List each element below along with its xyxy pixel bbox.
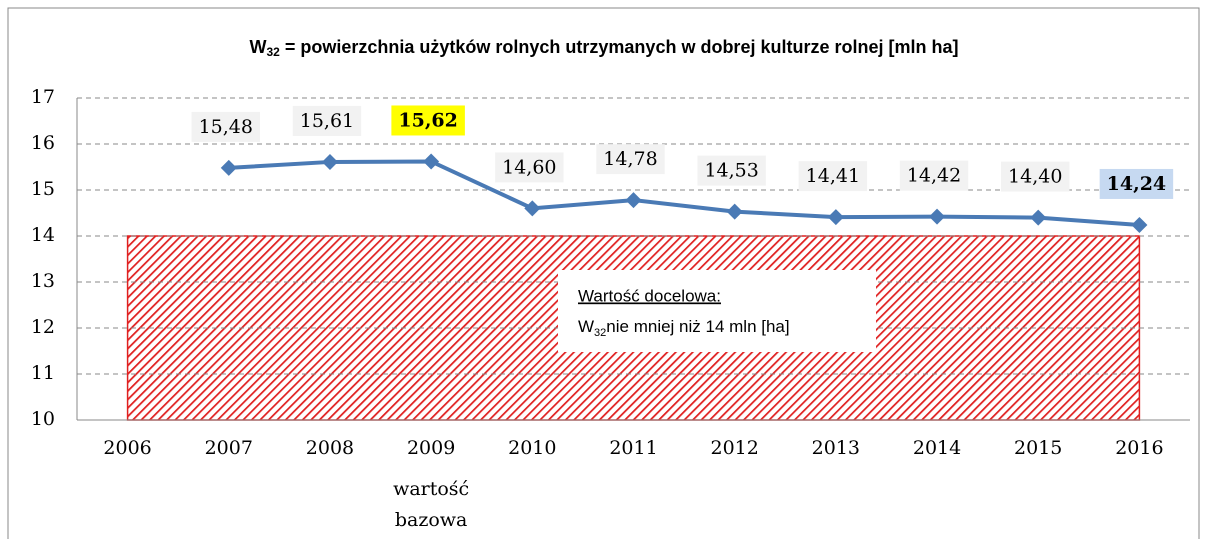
title-part: = powierzchnia użytków rolnych utrzymany…: [280, 37, 959, 57]
x-tick-label: 2011: [609, 437, 657, 459]
x-tick-label: 2016: [1115, 437, 1163, 459]
value-label: 14,53: [704, 160, 758, 182]
x-tick-label: 2007: [205, 437, 253, 459]
value-label-bg: [1099, 168, 1174, 199]
marker: [220, 159, 237, 176]
marker: [625, 192, 642, 209]
x-tick-label: 2012: [711, 437, 759, 459]
y-tick-label: 12: [31, 316, 55, 338]
annotation-sub: 32: [594, 327, 606, 339]
annotation-text: W32nie mniej niż 14 mln [ha]: [578, 317, 790, 338]
value-label-bg: [899, 160, 969, 191]
marker: [827, 209, 844, 226]
value-label-bg: [495, 152, 564, 183]
category-note: wartość: [393, 478, 469, 500]
value-label-bg: [1001, 161, 1070, 192]
y-tick-label: 15: [31, 178, 55, 200]
category-note: bazowa: [395, 509, 468, 531]
annotation-box: [558, 270, 876, 352]
x-tick-label: 2014: [913, 437, 961, 459]
marker: [321, 153, 338, 170]
marker: [1131, 216, 1148, 233]
x-tick-label: 2013: [812, 437, 860, 459]
title-part: W: [250, 37, 267, 57]
value-label: 14,78: [603, 148, 657, 170]
y-tick-label: 16: [31, 132, 55, 154]
title-sub: 32: [267, 45, 281, 59]
chart-title: W32 = powierzchnia użytków rolnych utrzy…: [250, 37, 959, 59]
x-tick-label: 2010: [508, 437, 556, 459]
value-label-bg: [798, 161, 868, 192]
value-label-bg: [191, 111, 260, 142]
value-label: 14,60: [502, 156, 556, 178]
y-tick-label: 10: [31, 408, 55, 430]
value-label-bg: [697, 155, 766, 186]
value-label: 14,24: [1107, 173, 1167, 195]
marker: [929, 208, 946, 225]
marker: [726, 203, 743, 220]
x-tick-label: 2009: [407, 437, 455, 459]
target-annotation: Wartość docelowa: W32nie mniej niż 14 mln…: [558, 270, 876, 352]
value-label: 14,40: [1008, 166, 1062, 188]
line: [228, 159, 1140, 227]
x-tick-label: 2006: [103, 437, 151, 459]
y-tick-label: 11: [31, 362, 55, 384]
marker: [1030, 209, 1047, 226]
value-label: 15,48: [199, 116, 253, 138]
annotation-heading: Wartość docelowa:: [578, 286, 721, 305]
y-tick-label: 17: [31, 86, 55, 108]
value-label-bg: [596, 144, 665, 175]
annotation-part: W: [578, 317, 594, 336]
y-tick-label: 14: [31, 224, 55, 246]
marker: [524, 200, 541, 217]
x-tick-label: 2008: [306, 437, 354, 459]
x-tick-label: 2015: [1014, 437, 1062, 459]
marker: [423, 153, 440, 170]
value-label: 14,41: [806, 165, 860, 187]
y-tick-label: 13: [31, 270, 55, 292]
value-label-bg: [391, 105, 465, 136]
annotation-part: nie mniej niż 14 mln [ha]: [606, 317, 789, 336]
value-label: 15,62: [398, 109, 458, 131]
value-label: 14,42: [907, 165, 961, 187]
value-label-bg: [292, 105, 362, 136]
value-label: 15,61: [300, 110, 354, 132]
